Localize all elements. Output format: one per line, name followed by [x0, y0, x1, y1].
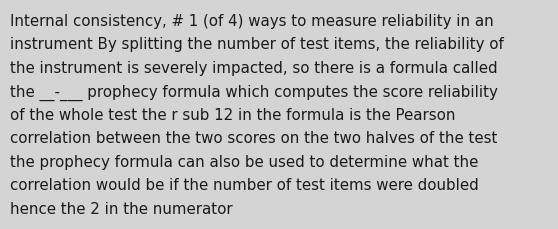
- Text: hence the 2 in the numerator: hence the 2 in the numerator: [10, 201, 233, 216]
- Text: the instrument is severely impacted, so there is a formula called: the instrument is severely impacted, so …: [10, 61, 498, 76]
- Text: Internal consistency, # 1 (of 4) ways to measure reliability in an: Internal consistency, # 1 (of 4) ways to…: [10, 14, 494, 29]
- Text: the prophecy formula can also be used to determine what the: the prophecy formula can also be used to…: [10, 154, 478, 169]
- Text: correlation would be if the number of test items were doubled: correlation would be if the number of te…: [10, 178, 479, 193]
- Text: instrument By splitting the number of test items, the reliability of: instrument By splitting the number of te…: [10, 37, 504, 52]
- Text: of the whole test the r sub 12 in the formula is the Pearson: of the whole test the r sub 12 in the fo…: [10, 108, 455, 123]
- Text: correlation between the two scores on the two halves of the test: correlation between the two scores on th…: [10, 131, 497, 146]
- Text: the __-___ prophecy formula which computes the score reliability: the __-___ prophecy formula which comput…: [10, 84, 498, 100]
